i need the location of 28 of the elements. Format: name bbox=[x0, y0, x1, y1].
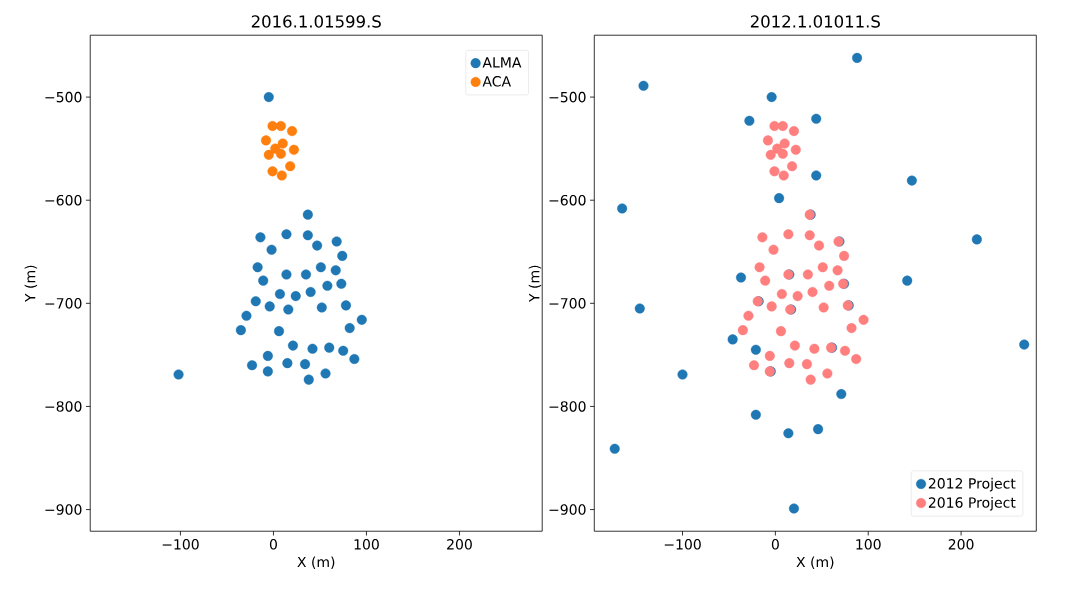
y-axis-title: Y (m) bbox=[24, 265, 38, 303]
x-tick-label: 0 bbox=[269, 539, 277, 550]
y-tick-label: −700 bbox=[549, 298, 586, 309]
y-tick-label: −800 bbox=[45, 401, 82, 412]
x-tick-label: −100 bbox=[162, 539, 199, 550]
y-tick-label: −800 bbox=[549, 401, 586, 412]
y-axis-title: Y (m) bbox=[528, 265, 542, 303]
x-axis-title: X (m) bbox=[297, 556, 335, 569]
y-tick-label: −600 bbox=[45, 194, 82, 206]
chart-title: 2016.1.01599.S bbox=[251, 15, 381, 28]
legend-label: ALMA bbox=[482, 57, 522, 68]
x-tick-label: 100 bbox=[856, 539, 881, 550]
y-tick-label: −900 bbox=[45, 504, 82, 515]
x-tick-label: −100 bbox=[664, 539, 701, 550]
x-tick-label: 200 bbox=[447, 539, 472, 550]
legend-label: ACA bbox=[482, 76, 511, 87]
y-tick-label: −700 bbox=[45, 298, 82, 309]
x-tick-label: 200 bbox=[948, 539, 974, 550]
y-tick-label: −600 bbox=[549, 194, 586, 206]
x-tick-label: 100 bbox=[354, 539, 379, 550]
y-tick-label: −500 bbox=[45, 91, 82, 103]
y-tick-label: −500 bbox=[549, 91, 586, 103]
chart-title: 2012.1.01011.S bbox=[750, 15, 880, 28]
y-tick-label: −900 bbox=[549, 504, 586, 515]
legend-label: 2012 Project bbox=[928, 477, 1016, 492]
legend-label: 2016 Project bbox=[928, 497, 1016, 511]
x-axis-title: X (m) bbox=[796, 556, 834, 569]
x-tick-label: 0 bbox=[771, 539, 779, 550]
